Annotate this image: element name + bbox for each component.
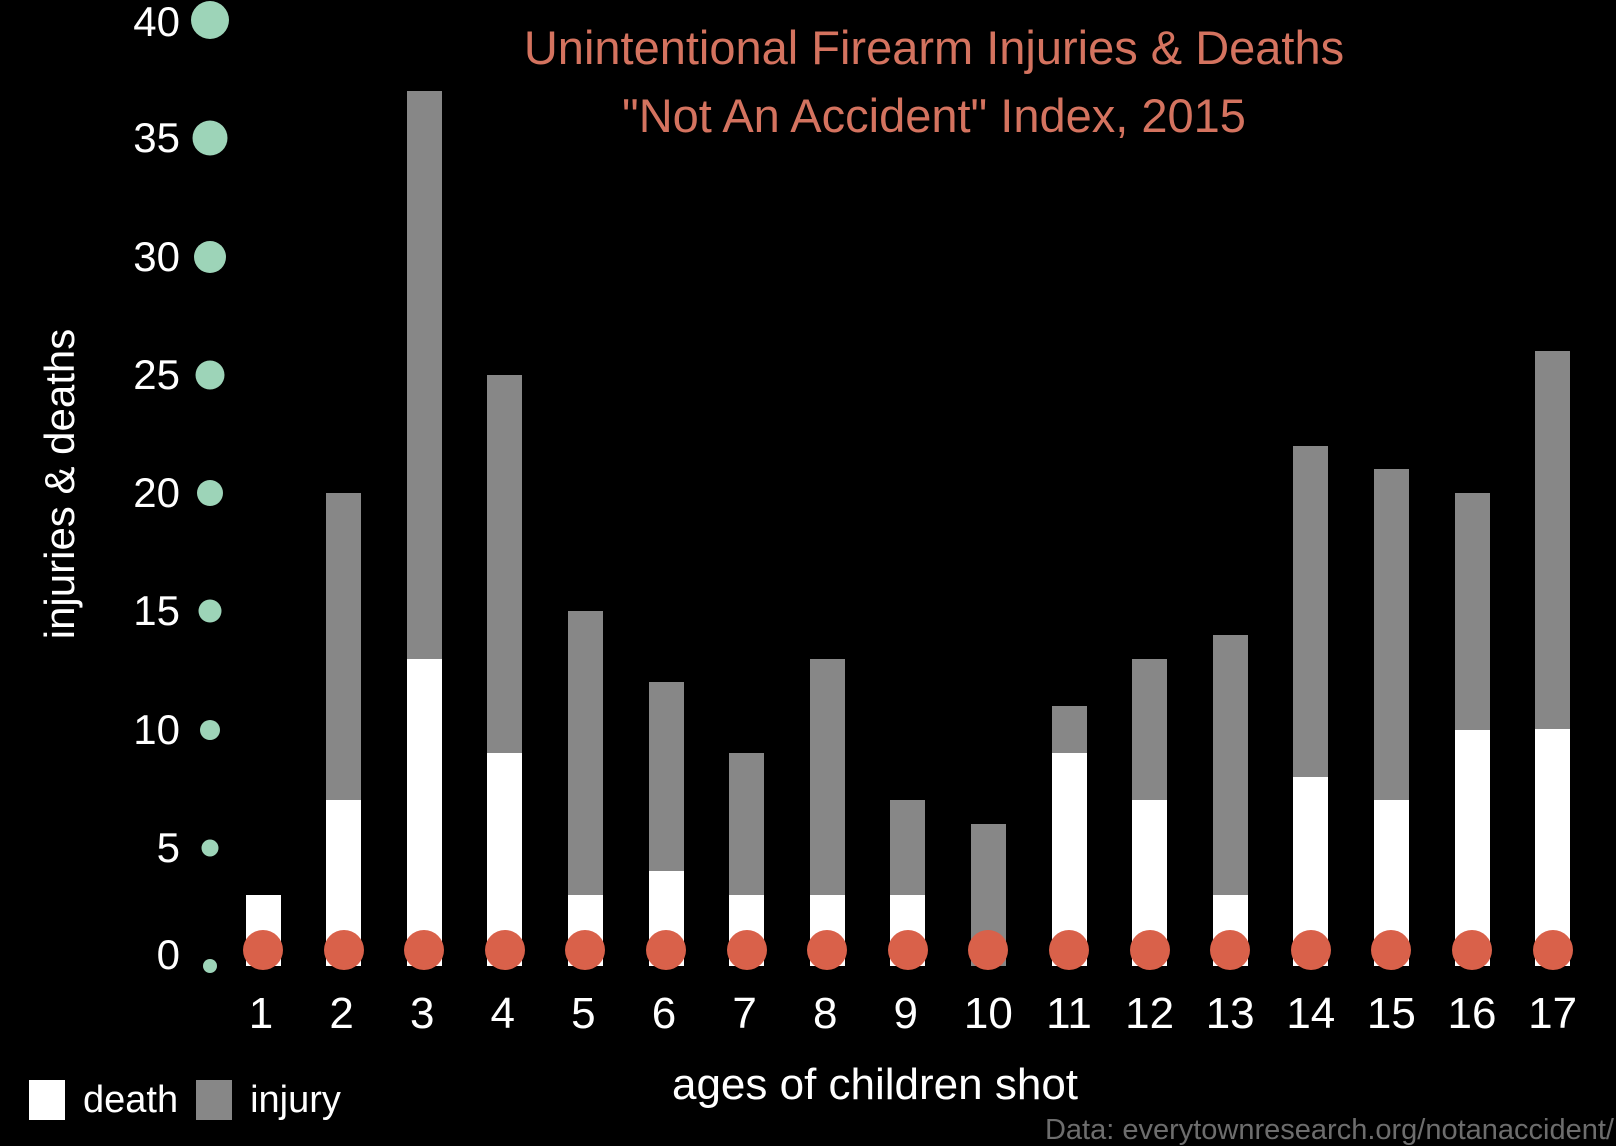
x-tick-label: 8 — [812, 989, 838, 1038]
death-segment — [406, 658, 442, 966]
x-tick-label: 4 — [490, 989, 516, 1038]
injury-segment — [1212, 634, 1248, 896]
legend-swatch-death — [29, 1080, 65, 1120]
bar-age-15 — [1373, 469, 1409, 966]
bar-age-11 — [1051, 705, 1087, 966]
x-tick-label: 5 — [571, 989, 596, 1038]
baseline-dot-icon — [646, 930, 686, 970]
baseline-dot-icon — [565, 930, 606, 970]
injury-segment — [406, 90, 442, 659]
injury-segment — [1051, 705, 1087, 754]
y-tick-label: 35 — [133, 114, 180, 162]
death-segment — [1454, 729, 1490, 966]
baseline-dot-icon — [968, 930, 1009, 970]
x-tick-label: 15 — [1366, 989, 1416, 1038]
legend-label-death: death — [83, 1078, 179, 1121]
bar-age-13 — [1212, 634, 1248, 966]
x-tick-label: 13 — [1205, 989, 1255, 1038]
injury-segment — [487, 374, 523, 754]
baseline-dot-icon — [243, 930, 283, 970]
baseline-dot-icon — [404, 930, 445, 970]
y-tick-dot-icon — [197, 480, 223, 506]
x-tick-label: 3 — [409, 989, 435, 1038]
y-tick-label: 30 — [133, 232, 180, 280]
x-tick-label: 1 — [248, 989, 274, 1038]
y-axis-title: injuries & deaths — [36, 328, 83, 640]
y-tick-dot-icon — [198, 599, 222, 623]
y-tick-label: 5 — [156, 823, 180, 871]
legend-swatch-injury — [196, 1080, 233, 1120]
bar-age-14 — [1293, 445, 1329, 966]
injury-segment — [1293, 445, 1329, 777]
injury-segment — [729, 753, 765, 896]
x-tick-label: 9 — [893, 989, 919, 1038]
baseline-dot-icon — [484, 930, 525, 970]
baseline-dot-icon — [323, 930, 364, 970]
y-tick-label: 20 — [133, 469, 180, 516]
injury-segment — [567, 611, 603, 896]
baseline-dot-icon — [1452, 930, 1492, 970]
y-tick-dot-icon — [194, 240, 226, 273]
legend-label-injury: injury — [250, 1078, 341, 1121]
x-tick-label: 12 — [1125, 989, 1175, 1038]
chart-subtitle: "Not An Accident" Index, 2015 — [622, 89, 1246, 142]
chart-title: Unintentional Firearm Injuries & Deaths — [523, 21, 1345, 74]
y-tick-label: 40 — [133, 0, 180, 45]
y-tick-label: 25 — [133, 350, 180, 398]
y-tick-dot-icon — [191, 1, 229, 39]
x-axis-title: ages of children shot — [671, 1060, 1079, 1109]
y-tick-dot-icon — [201, 839, 219, 857]
bar-age-12 — [1132, 658, 1168, 966]
x-tick-label: 17 — [1528, 989, 1578, 1038]
y-tick-dot-icon — [200, 719, 220, 740]
bar-age-2 — [326, 493, 362, 966]
baseline-dot-icon — [1210, 930, 1251, 970]
x-tick-label: 14 — [1286, 989, 1336, 1038]
injury-segment — [809, 658, 845, 896]
bar-age-16 — [1454, 493, 1490, 966]
baseline-dot-icon — [1532, 930, 1573, 970]
y-tick-dot-icon — [203, 959, 217, 973]
bar-age-8 — [809, 658, 845, 966]
injury-segment — [648, 682, 684, 872]
injury-segment — [1535, 351, 1571, 730]
x-tick-label: 10 — [963, 989, 1013, 1038]
baseline-dot-icon — [1371, 930, 1412, 970]
bar-age-3 — [406, 90, 442, 966]
death-segment — [1535, 729, 1571, 966]
x-tick-label: 2 — [329, 989, 354, 1038]
bar-age-4 — [487, 374, 523, 966]
baseline-dot-icon — [1129, 930, 1170, 970]
x-tick-label: 11 — [1046, 989, 1092, 1038]
baseline-dot-icon — [807, 930, 848, 970]
bar-age-5 — [567, 611, 603, 966]
y-tick-label: 15 — [133, 587, 180, 635]
baseline-dot-icon — [887, 930, 928, 970]
x-tick-label: 7 — [732, 989, 757, 1038]
injury-segment — [326, 493, 362, 801]
x-tick-label: 16 — [1447, 989, 1497, 1038]
y-tick-label: 0 — [156, 931, 180, 978]
data-source-note: Data: everytownresearch.org/notanacciden… — [1044, 1114, 1614, 1146]
injury-segment — [1132, 658, 1168, 801]
x-tick-label: 6 — [651, 989, 677, 1038]
bar-age-17 — [1535, 351, 1571, 966]
injury-segment — [1454, 493, 1490, 730]
y-tick-dot-icon — [195, 360, 225, 390]
y-tick-dot-icon — [192, 120, 228, 156]
baseline-dot-icon — [1049, 930, 1089, 970]
injury-segment — [1373, 469, 1409, 801]
legend: death injury — [29, 1078, 359, 1121]
baseline-dot-icon — [1290, 930, 1331, 970]
injury-segment — [890, 800, 926, 896]
bar-age-6 — [648, 682, 684, 966]
baseline-dot-icon — [726, 930, 767, 970]
y-tick-label: 10 — [133, 705, 180, 753]
